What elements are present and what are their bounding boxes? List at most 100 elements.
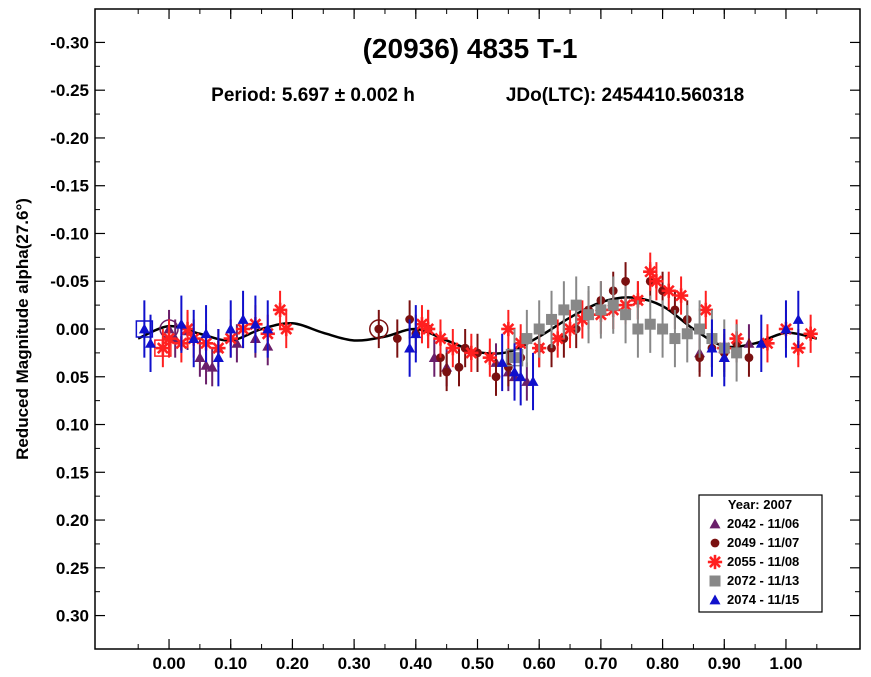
x-tick-label: 0.20 bbox=[276, 654, 309, 673]
triangle-marker bbox=[200, 328, 212, 339]
legend-label: 2042 - 11/06 bbox=[727, 516, 799, 531]
asterisk-marker bbox=[279, 321, 294, 337]
triangle-marker bbox=[212, 352, 224, 363]
asterisk-marker bbox=[482, 350, 497, 365]
x-tick-label: 0.70 bbox=[584, 654, 617, 673]
triangle-marker bbox=[706, 342, 718, 353]
square-marker bbox=[570, 299, 582, 311]
chart-title: (20936) 4835 T-1 bbox=[363, 33, 578, 64]
y-tick-label: 0.10 bbox=[56, 416, 89, 435]
triangle-marker bbox=[206, 361, 218, 372]
legend-label: 2074 - 11/15 bbox=[727, 592, 799, 607]
series-2074-11-15 bbox=[135, 290, 804, 411]
square-marker bbox=[607, 299, 619, 311]
square-marker bbox=[669, 333, 681, 345]
square-marker bbox=[546, 313, 558, 325]
square-marker bbox=[731, 347, 743, 359]
y-tick-label: 0.15 bbox=[56, 463, 89, 482]
asterisk-stroke bbox=[416, 318, 428, 331]
x-axis: 0.00 0.10 0.20 0.30 0.40 0.50 0.60 0.70 0.80 0.90… bbox=[137, 9, 818, 673]
series-2072-11-13 bbox=[505, 276, 743, 387]
triangle-marker bbox=[175, 318, 187, 329]
asterisk-marker bbox=[550, 331, 565, 346]
triangle-marker bbox=[225, 323, 237, 334]
square-marker bbox=[681, 328, 693, 340]
asterisk-marker bbox=[649, 274, 664, 289]
triangle-marker bbox=[709, 594, 721, 605]
triangle-marker bbox=[527, 376, 539, 386]
circle-marker bbox=[374, 324, 384, 334]
asterisk-stroke bbox=[551, 332, 564, 345]
asterisk-stroke bbox=[564, 323, 577, 335]
asterisk-marker bbox=[420, 321, 436, 337]
y-axis-label: Reduced Magnitude alpha(27.6°) bbox=[13, 198, 32, 460]
legend-title: Year: 2007 bbox=[728, 497, 792, 512]
circle-marker bbox=[710, 538, 720, 548]
asterisk-stroke bbox=[502, 323, 515, 335]
asterisk-stroke bbox=[181, 323, 194, 335]
triangle-marker bbox=[792, 313, 804, 324]
asterisk-stroke bbox=[709, 556, 721, 568]
square-marker bbox=[644, 318, 656, 330]
triangle-marker bbox=[138, 323, 150, 334]
asterisk-marker bbox=[760, 336, 775, 351]
asterisk-stroke bbox=[483, 351, 496, 364]
period-label: Period: 5.697 ± 0.002 h bbox=[211, 85, 415, 106]
legend: Year: 2007 2042 - 11/06 2049 - 11/07 2055 … bbox=[698, 494, 823, 613]
x-tick-label: 0.50 bbox=[461, 654, 494, 673]
asterisk-stroke bbox=[675, 289, 688, 302]
y-tick-label: -0.15 bbox=[50, 177, 89, 196]
x-tick-label: 0.90 bbox=[708, 654, 741, 673]
x-tick-label: 1.00 bbox=[769, 654, 802, 673]
asterisk-stroke bbox=[422, 323, 435, 335]
asterisk-marker bbox=[643, 264, 658, 279]
asterisk-marker bbox=[464, 345, 479, 361]
square-marker bbox=[694, 323, 706, 335]
legend-label: 2072 - 11/13 bbox=[727, 573, 799, 588]
triangle-marker bbox=[231, 337, 243, 348]
legend-label: 2049 - 11/07 bbox=[727, 535, 799, 550]
y-tick-label: 0.20 bbox=[56, 511, 89, 530]
x-tick-label: 0.80 bbox=[646, 654, 679, 673]
triangle-marker bbox=[410, 328, 422, 339]
triangle-marker bbox=[188, 333, 200, 343]
asterisk-stroke bbox=[446, 342, 459, 355]
triangle-marker bbox=[755, 337, 767, 348]
asterisk-marker bbox=[161, 331, 177, 346]
asterisk-marker bbox=[661, 283, 676, 298]
square-marker bbox=[521, 333, 533, 345]
triangle-marker bbox=[200, 359, 212, 370]
x-tick-label: 0.60 bbox=[523, 654, 556, 673]
x-tick-label: 0.10 bbox=[214, 654, 247, 673]
circle-marker bbox=[491, 372, 501, 382]
y-tick-label: -0.05 bbox=[50, 272, 89, 291]
asterisk-stroke bbox=[644, 265, 657, 278]
square-marker bbox=[583, 309, 595, 321]
asterisk-stroke bbox=[662, 284, 675, 297]
y-tick-label: 0.25 bbox=[56, 559, 89, 578]
triangle-marker bbox=[496, 356, 508, 367]
first-point-circle bbox=[369, 319, 389, 339]
triangle-marker bbox=[515, 371, 527, 382]
x-tick-label: 0.00 bbox=[152, 654, 185, 673]
y-tick-label: -0.10 bbox=[50, 224, 89, 243]
circle-marker bbox=[744, 353, 754, 363]
square-marker bbox=[657, 323, 669, 335]
asterisk-stroke bbox=[274, 303, 287, 316]
asterisk-marker bbox=[155, 340, 171, 356]
asterisk-stroke bbox=[804, 327, 817, 340]
triangle-marker bbox=[249, 318, 261, 329]
y-tick-label: 0.05 bbox=[56, 368, 89, 387]
asterisk-marker bbox=[272, 302, 288, 318]
asterisk-stroke bbox=[280, 323, 293, 335]
circle-marker bbox=[392, 334, 402, 343]
triangle-marker bbox=[237, 313, 249, 324]
y-tick-label: -0.25 bbox=[50, 81, 89, 100]
first-point-square bbox=[135, 320, 154, 338]
triangle-marker bbox=[145, 337, 157, 348]
legend-label: 2055 - 11/08 bbox=[727, 554, 799, 569]
legend-items: 2042 - 11/06 2049 - 11/07 2055 - 11/08 2072… bbox=[707, 516, 799, 607]
asterisk-marker bbox=[501, 321, 516, 337]
asterisk-stroke bbox=[163, 332, 176, 345]
